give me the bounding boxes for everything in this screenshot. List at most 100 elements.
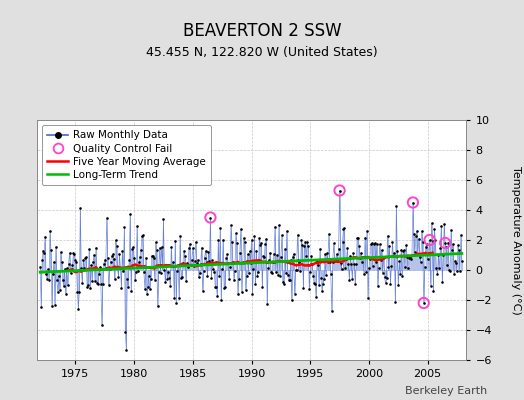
Point [164,269,172,276]
Point [45,277,53,283]
Point [326,270,335,277]
Point [452,260,460,266]
Point [439,252,447,258]
Point [60,283,68,290]
Point [54,273,63,279]
Point [280,281,288,288]
Point [454,242,462,248]
Point [286,277,294,283]
Point [76,204,84,211]
Point [204,249,213,255]
Point [428,220,436,226]
Point [50,258,58,265]
Point [97,322,106,328]
Point [235,276,243,282]
Point [73,289,82,296]
Point [227,222,235,228]
Point [80,265,89,272]
Point [403,253,411,260]
Point [329,259,337,265]
Point [166,283,174,290]
Point [343,245,352,252]
Point [238,258,247,265]
Point [201,248,210,254]
Point [56,286,64,293]
Point [199,288,207,294]
Point [53,289,62,295]
Point [127,288,135,294]
Point [294,256,303,263]
Point [242,287,250,293]
Point [172,300,180,306]
Point [203,273,212,280]
Point [187,262,195,268]
Point [267,268,275,275]
Point [48,303,56,309]
Point [283,272,292,278]
Point [384,263,392,270]
Point [275,222,283,228]
Point [170,295,179,301]
Point [288,297,296,304]
Point [150,277,159,283]
Point [141,254,150,261]
Point [348,276,356,282]
Point [297,237,305,244]
Point [59,276,67,283]
Point [247,236,256,243]
Point [101,256,109,263]
Point [213,292,222,299]
Point [363,228,371,235]
Point [60,266,69,272]
Point [71,257,80,263]
Point [442,244,451,250]
Point [200,254,209,261]
Point [324,258,332,265]
Point [152,247,161,253]
Point [302,253,311,259]
Point [133,223,141,230]
Point [400,247,408,254]
Point [444,240,452,246]
Text: 45.455 N, 122.820 W (United States): 45.455 N, 122.820 W (United States) [146,46,378,59]
Point [372,258,380,265]
Point [111,237,119,244]
Point [179,260,187,266]
Point [425,237,434,243]
Point [316,246,324,252]
Point [210,269,219,275]
Point [191,258,199,264]
Point [216,224,224,231]
Point [373,241,381,247]
Point [351,281,359,287]
Point [307,253,315,260]
Point [36,264,45,270]
Point [438,278,446,285]
Point [333,258,342,264]
Point [253,273,261,279]
Point [81,255,90,262]
Point [85,246,93,252]
Point [315,282,323,288]
Point [421,244,430,250]
Point [181,252,189,259]
Point [138,233,146,240]
Point [425,237,434,243]
Point [208,257,216,264]
Point [357,250,365,256]
Point [273,252,281,258]
Point [354,235,363,242]
Point [202,259,211,265]
Point [389,252,398,259]
Point [295,258,303,265]
Point [83,284,91,290]
Point [67,270,75,277]
Point [148,252,157,259]
Point [358,258,366,265]
Y-axis label: Temperature Anomaly (°C): Temperature Anomaly (°C) [511,166,521,314]
Point [369,241,378,247]
Point [173,267,181,274]
Point [323,250,331,257]
Point [225,276,233,282]
Point [269,258,277,265]
